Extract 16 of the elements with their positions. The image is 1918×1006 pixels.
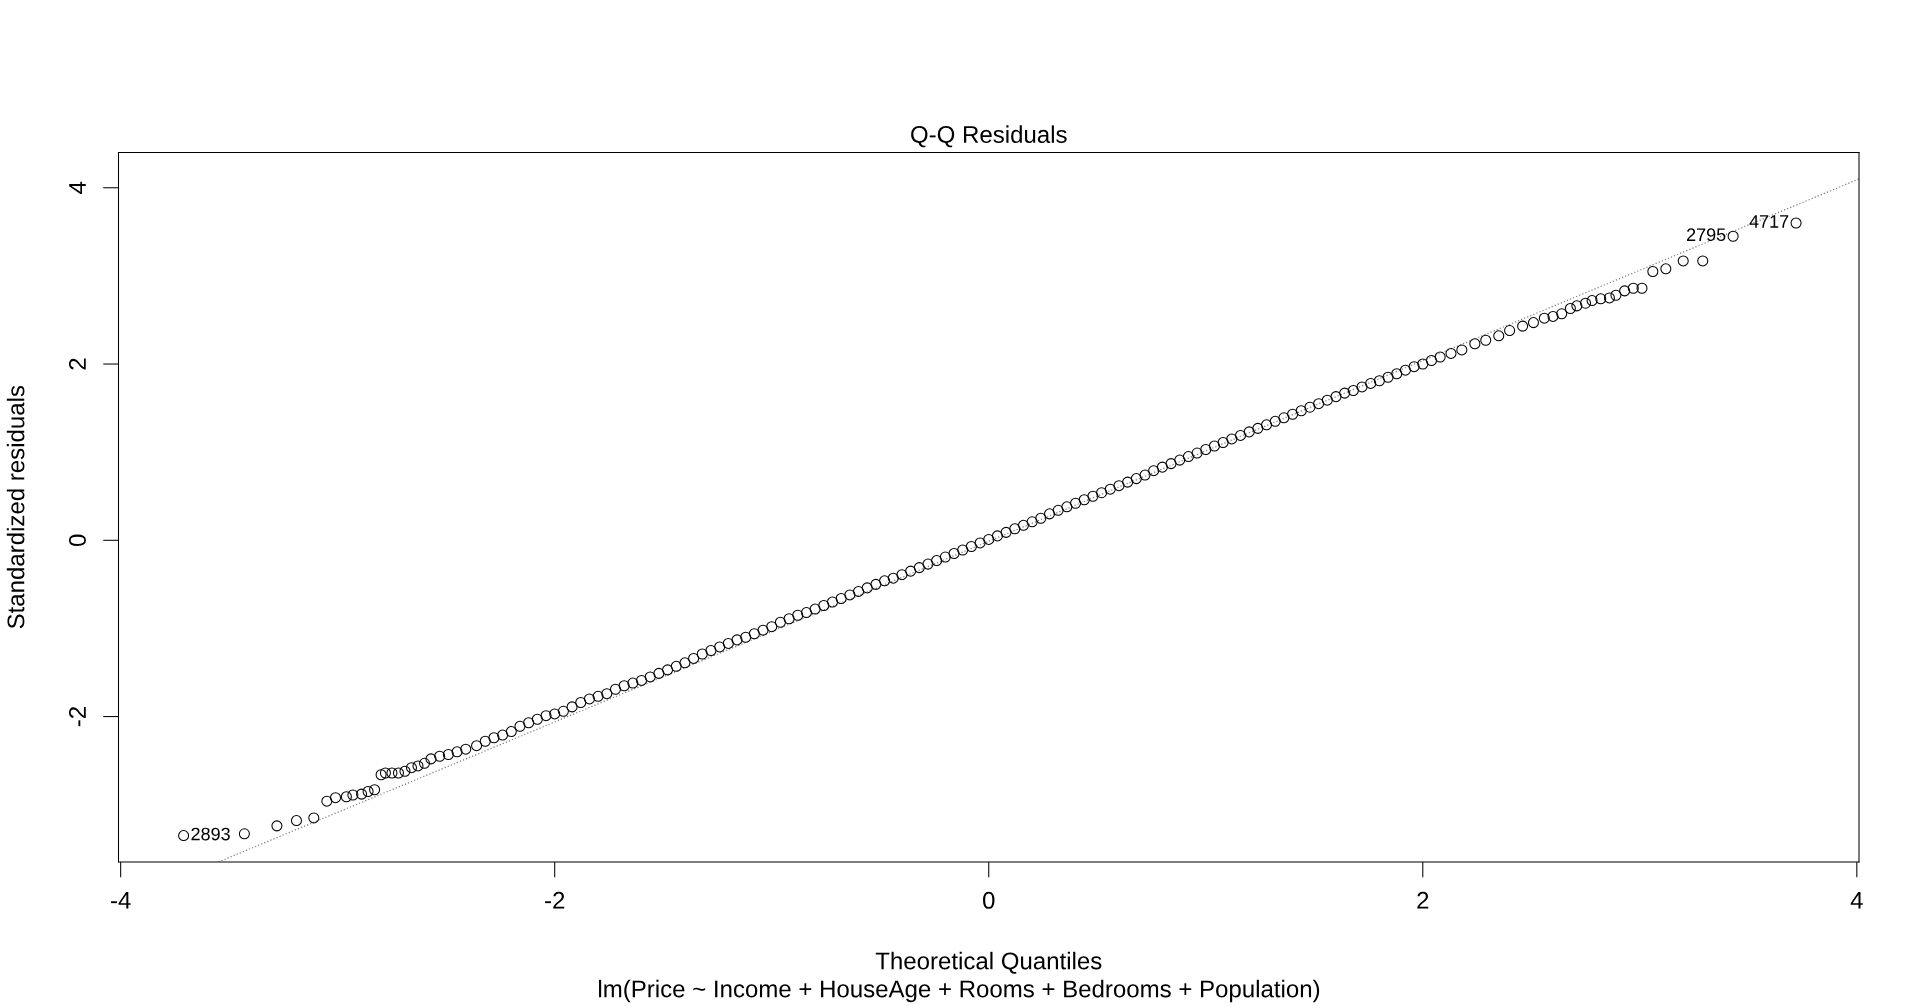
- text: lm(Price ~ Income + HouseAge + Rooms + Bedrooms + Population): [599, 979, 1320, 1003]
- x-axis-title: Theoretical Quantiles: [875, 951, 1102, 974]
- x-tick-label: -4: [111, 892, 131, 909]
- y-tick-label: -2: [68, 707, 86, 727]
- x-tick-label: 0: [983, 891, 995, 909]
- annotation: 4717: [1749, 215, 1789, 228]
- chart-title: Q-Q Residuals: [911, 125, 1067, 148]
- y-tick-label: 0: [68, 534, 86, 547]
- y-tick-label: 2: [68, 358, 86, 370]
- x-tick-label: -2: [545, 891, 565, 909]
- x-tick-label: 2: [1417, 891, 1429, 909]
- y-axis-title: Standardized residuals: [6, 385, 25, 629]
- y-tick-label: 4: [69, 181, 86, 194]
- annotation: 2795: [1687, 228, 1726, 242]
- annotation: 2893: [191, 827, 230, 841]
- x-tick-label: 4: [1850, 892, 1863, 909]
